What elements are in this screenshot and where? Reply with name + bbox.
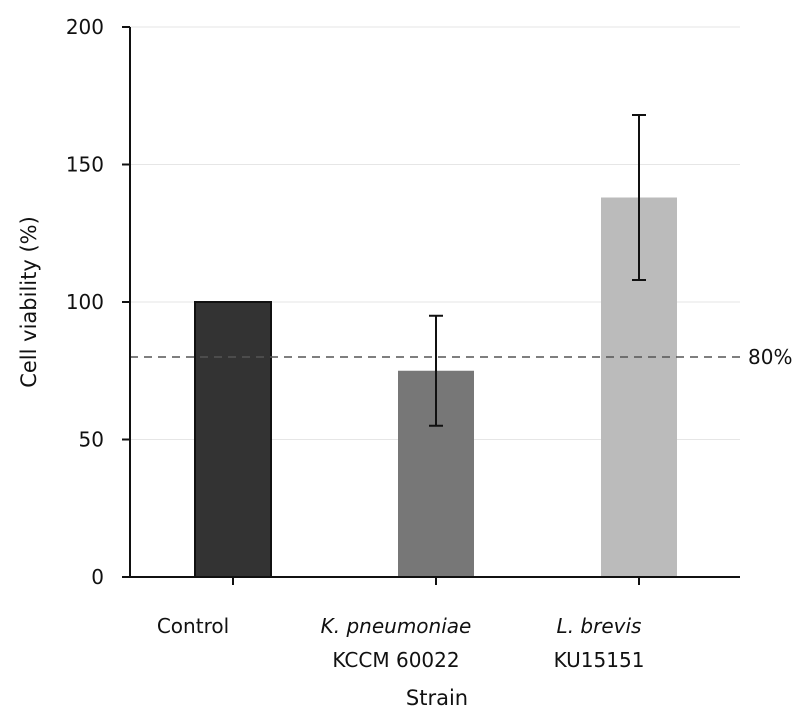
bar	[194, 301, 272, 578]
x-ticks	[232, 577, 640, 585]
reference-line-label: 80%	[748, 345, 792, 369]
error-bars	[429, 114, 646, 427]
x-tick-label: Control	[157, 614, 229, 638]
x-tick-label-line2: KU15151	[554, 648, 645, 672]
x-tick-label: L. brevis	[557, 614, 642, 638]
y-tick-label: 150	[66, 153, 104, 177]
y-ticks: 0 50 100 150 200	[66, 15, 130, 589]
y-tick-label: 0	[91, 565, 104, 589]
x-tick-label: K. pneumoniae	[321, 614, 472, 638]
x-axis-title: Strain	[406, 686, 468, 710]
x-category-labels: Control K. pneumoniae KCCM 60022 L. brevis K…	[157, 614, 645, 672]
x-tick-label-line2: KCCM 60022	[332, 648, 459, 672]
y-tick-label: 50	[79, 428, 104, 452]
y-axis-title: Cell viability (%)	[17, 216, 41, 388]
y-tick-label: 100	[66, 290, 104, 314]
y-tick-label: 200	[66, 15, 104, 39]
